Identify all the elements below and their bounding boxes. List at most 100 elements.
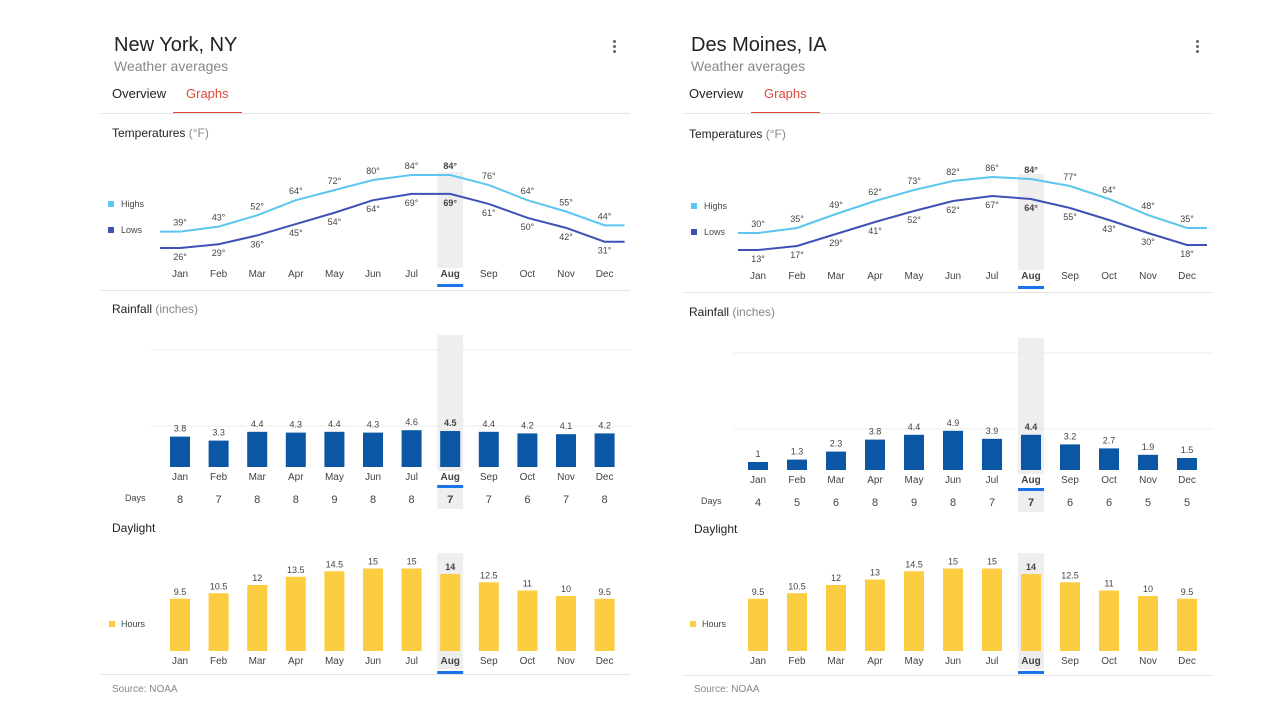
legend-swatch-highs (108, 201, 114, 207)
month-tick-label: May (325, 269, 344, 280)
month-tick-label: Sep (1061, 656, 1079, 667)
temperature-label-highs: 35° (1180, 214, 1194, 224)
rainy-days-value: 7 (989, 497, 995, 509)
daylight-value-label: 12.5 (480, 570, 498, 580)
tab-overview[interactable]: Overview (689, 86, 744, 101)
rainfall-bar (170, 436, 190, 467)
daylight-value-label: 12 (831, 573, 841, 583)
month-tick-label: Dec (1178, 475, 1196, 486)
daylight-value-label: 15 (987, 557, 997, 567)
daylight-bar (285, 576, 306, 651)
temperature-label-highs: 62° (868, 187, 882, 197)
month-tick-label: Nov (557, 472, 575, 483)
rainy-days-value: 8 (370, 494, 376, 506)
month-tick-label: Sep (1061, 271, 1079, 282)
temperature-label-lows: 17° (790, 250, 804, 260)
temperature-label-lows: 30° (1141, 237, 1155, 247)
daylight-value-label: 14.5 (905, 559, 923, 569)
rainfall-value-label: 3.2 (1064, 431, 1077, 441)
month-tick-label: Oct (1101, 656, 1117, 667)
temperature-label-lows: 26° (173, 252, 187, 262)
rainfall-value-label: 4.4 (328, 419, 341, 429)
month-tick-label: Jun (945, 475, 961, 486)
temperature-label-lows: 64° (366, 204, 380, 214)
month-tick-label: Jan (172, 472, 188, 483)
tab-overview[interactable]: Overview (112, 86, 167, 101)
month-tick-label: Feb (210, 656, 228, 667)
month-tick-label: Jul (405, 472, 418, 483)
daylight-bar (904, 571, 924, 651)
days-row-label: Days (701, 496, 722, 506)
temperature-label-highs: 64° (289, 186, 303, 196)
rainfall-value-label: 4.4 (1025, 422, 1038, 432)
rainy-days-value: 6 (524, 494, 530, 506)
month-tick-label: Dec (1178, 656, 1196, 667)
selected-month-underline (1018, 488, 1044, 491)
month-tick-label: Mar (827, 271, 845, 282)
rainfall-value-label: 4.6 (405, 417, 418, 427)
rainfall-bar (363, 432, 383, 467)
rainfall-bar (1021, 434, 1041, 470)
month-tick-label: Aug (1021, 656, 1040, 667)
rainfall-bar (748, 462, 768, 470)
temperature-label-lows: 29° (829, 238, 843, 248)
temperature-divider (100, 290, 630, 291)
month-tick-label: Jan (750, 475, 766, 486)
month-tick-label: Feb (788, 656, 806, 667)
rainfall-bar (478, 431, 499, 467)
month-tick-label: Apr (288, 269, 304, 280)
temperature-line-lows (160, 192, 625, 249)
more-options-icon[interactable] (1187, 38, 1207, 58)
rainfall-chart: 1 1.3 2.3 3.8 4.4 4.9 3.9 4.4 3.2 2.7 1.9 1.5 Jan Feb… (701, 338, 1213, 512)
temperature-label-lows: 29° (212, 248, 226, 258)
month-tick-label: Nov (1139, 656, 1157, 667)
temperature-line-highs (738, 175, 1207, 234)
tab-graphs[interactable]: Graphs (751, 86, 820, 114)
daylight-value-label: 14 (445, 562, 455, 572)
daylight-bar (1060, 582, 1080, 651)
temperature-label-highs: 35° (790, 214, 804, 224)
rainfall-bar (440, 431, 461, 467)
month-tick-label: Dec (596, 656, 614, 667)
daylight-bar (826, 585, 846, 651)
month-tick-label: Dec (1178, 271, 1196, 282)
location-subtitle: Weather averages (691, 58, 806, 74)
month-tick-label: Feb (210, 269, 228, 280)
legend-label-lows: Lows (121, 225, 143, 235)
tab-graphs[interactable]: Graphs (173, 86, 242, 114)
temperature-label-lows: 64° (1024, 203, 1038, 213)
temperature-label-lows: 55° (1063, 212, 1077, 222)
daylight-value-label: 9.5 (174, 587, 187, 597)
rainfall-value-label: 4.9 (947, 418, 960, 428)
temperature-label-lows: 18° (1180, 249, 1194, 259)
source-note: Source: NOAA (694, 684, 760, 695)
daylight-value-label: 14.5 (326, 559, 344, 569)
temperature-label-lows: 42° (559, 232, 573, 242)
month-tick-label: Jan (172, 269, 188, 280)
month-tick-label: Dec (596, 472, 614, 483)
tab-graphs-label: Graphs (764, 86, 807, 101)
temperature-label-highs: 72° (328, 176, 342, 186)
month-tick-label: Nov (1139, 271, 1157, 282)
rainfall-value-label: 3.8 (174, 424, 187, 434)
legend-label-hours: Hours (121, 619, 146, 629)
location-title: New York, NY (114, 34, 238, 56)
rainy-days-value: 7 (486, 494, 492, 506)
rainfall-bar (904, 434, 924, 470)
more-options-icon[interactable] (604, 38, 624, 58)
month-tick-label: Feb (788, 271, 806, 282)
daylight-chart: Hours 9.5 10.5 12 13.5 14.5 15 15 14 12.5 11 10 9.5 J… (109, 553, 615, 674)
daylight-bar (401, 568, 422, 651)
rainy-days-value: 8 (254, 494, 260, 506)
temperature-label-lows: 43° (1102, 224, 1116, 234)
rainfall-bar (324, 431, 345, 467)
daylight-bar (247, 585, 268, 651)
temperature-label-lows: 31° (598, 246, 612, 256)
legend-swatch-highs (691, 203, 697, 209)
rainfall-bar (943, 430, 963, 470)
daylight-divider (100, 674, 630, 675)
rainfall-bar (826, 451, 846, 470)
selected-month-underline (437, 485, 464, 488)
temperature-chart: Highs Lows 39° 43° 52° 64° 72° 80° 84° 84° 76° 64° 5… (108, 161, 625, 287)
daylight-value-label: 13 (870, 568, 880, 578)
